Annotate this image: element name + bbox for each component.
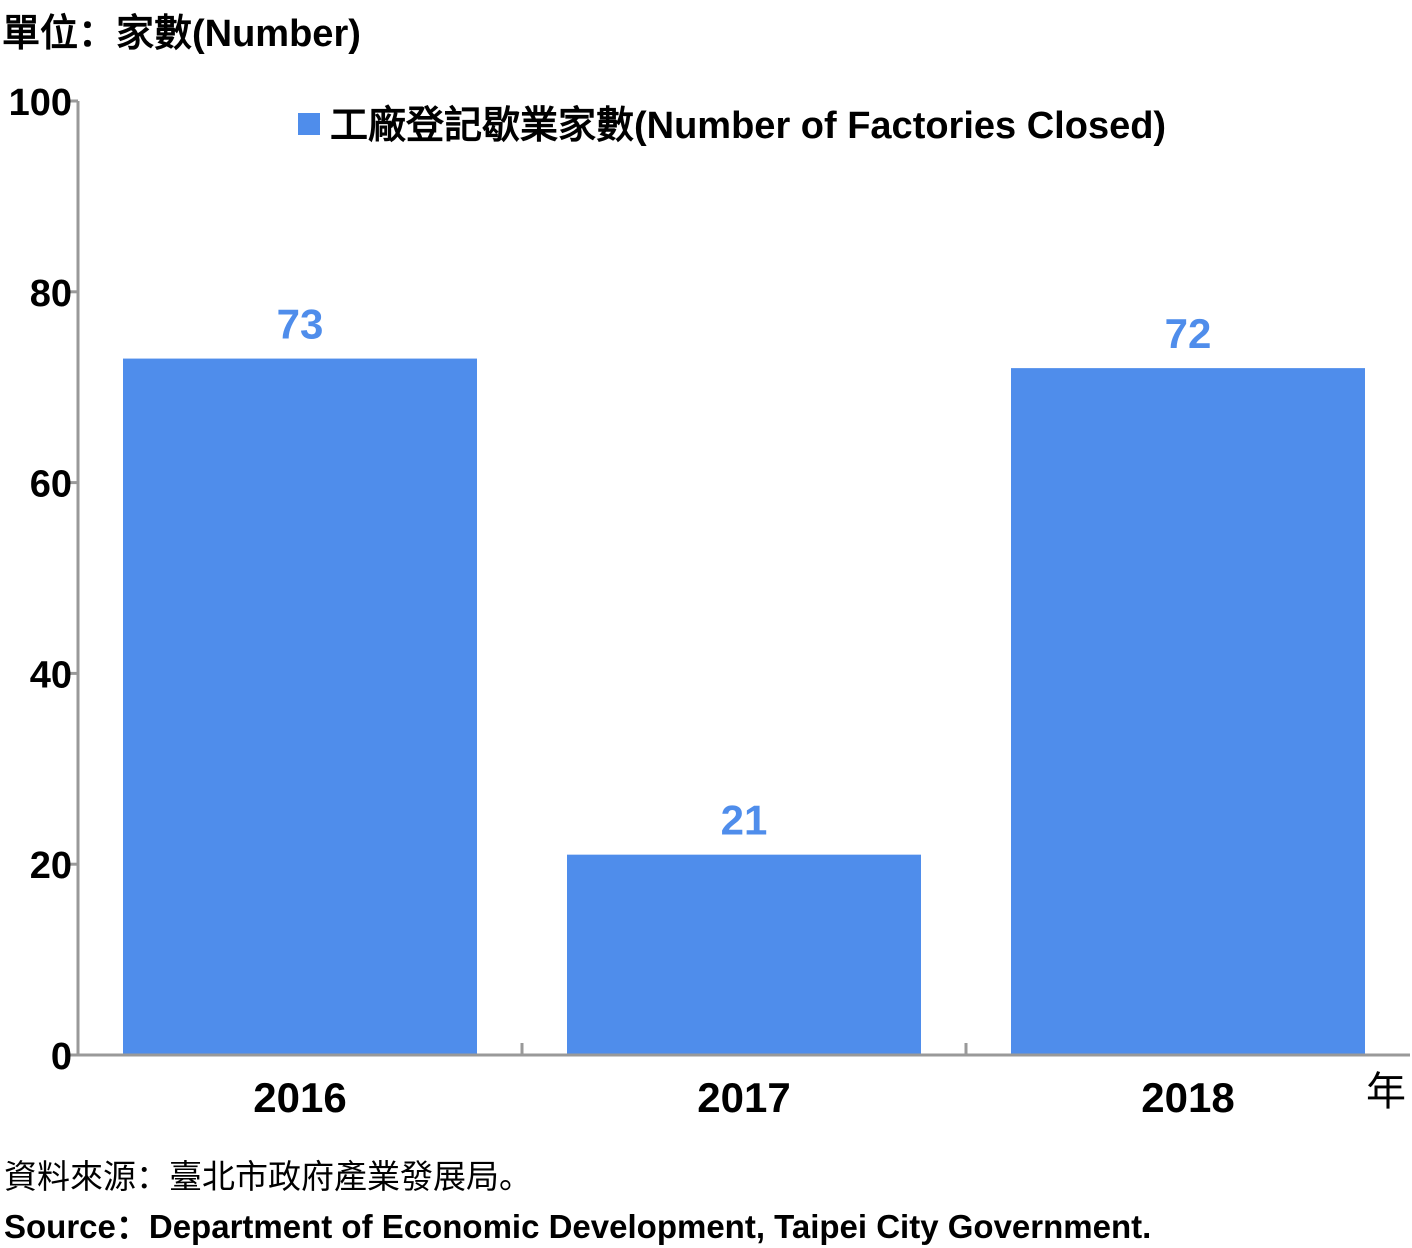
source-note-english: Source：Department of Economic Developmen… [4,1208,1152,1245]
x-tick-label-2017: 2017 [697,1074,790,1121]
y-tick-label-20: 20 [30,845,72,887]
data-label-2017: 21 [721,797,768,844]
axis-layer [68,99,1410,1057]
y-tick-label-40: 40 [30,654,72,696]
data-label-2016: 73 [277,301,324,348]
labels-layer: 73 2016 21 2017 72 2018 0 20 40 60 80 100 [9,82,1235,1121]
x-axis-unit-label: 年 [1366,1070,1406,1114]
y-tick-label-0: 0 [51,1036,72,1078]
unit-label: 單位：家數(Number) [2,13,361,55]
bar-2017 [567,854,921,1055]
x-tick-label-2018: 2018 [1141,1074,1234,1121]
legend-label: 工廠登記歇業家數(Number of Factories Closed) [330,104,1166,147]
data-label-2018: 72 [1165,310,1212,357]
bar-2018 [1011,368,1365,1055]
legend: 工廠登記歇業家數(Number of Factories Closed) [298,104,1166,147]
bars-layer [123,358,1365,1056]
bar-2016 [123,358,477,1056]
y-tick-label-80: 80 [30,273,72,315]
legend-swatch [298,113,320,135]
bar-chart: 73 2016 21 2017 72 2018 0 20 40 60 80 100 工廠登記歇業家數(… [9,82,1410,1121]
source-note-chinese: 資料來源：臺北市政府產業發展局。 [4,1158,532,1195]
y-tick-label-60: 60 [30,464,72,506]
y-tick-label-100: 100 [9,82,72,124]
x-tick-label-2016: 2016 [253,1074,346,1121]
